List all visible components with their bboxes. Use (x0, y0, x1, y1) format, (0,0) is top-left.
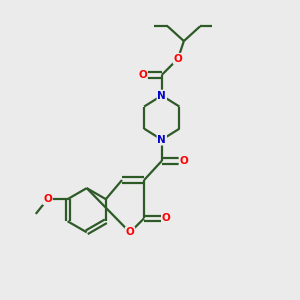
Text: O: O (126, 227, 134, 237)
Text: O: O (138, 70, 147, 80)
Text: N: N (158, 91, 166, 100)
Text: N: N (158, 135, 166, 145)
Text: O: O (43, 194, 52, 204)
Text: O: O (179, 156, 188, 166)
Text: O: O (174, 54, 182, 64)
Text: O: O (162, 213, 171, 223)
